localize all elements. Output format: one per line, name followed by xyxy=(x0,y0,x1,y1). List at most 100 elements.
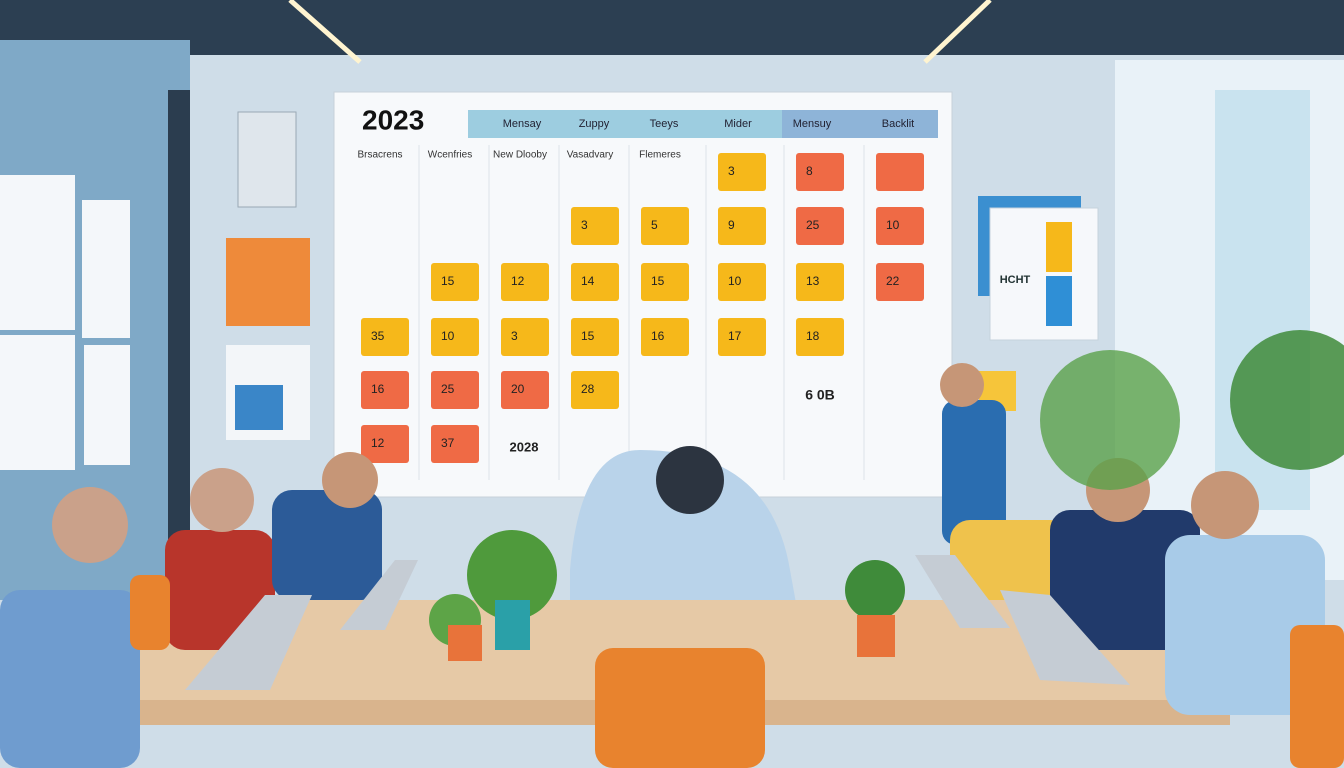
column-label: Vasadvary xyxy=(567,150,614,161)
sticky-note xyxy=(718,207,766,245)
sticky-note xyxy=(571,371,619,409)
sticky-note-label: 20 xyxy=(511,382,525,396)
plant xyxy=(845,560,905,620)
person-head xyxy=(190,468,254,532)
person-head xyxy=(1191,471,1259,539)
wall-chart xyxy=(0,335,75,470)
sticky-note-label: 14 xyxy=(581,274,595,288)
person-head xyxy=(322,452,378,508)
column-label: Flemeres xyxy=(639,150,681,161)
person-head xyxy=(940,363,984,407)
person xyxy=(950,520,1070,600)
sticky-note xyxy=(431,263,479,301)
sticky-note-label: 12 xyxy=(371,436,385,450)
sticky-note xyxy=(501,318,549,356)
laptop xyxy=(915,555,1010,628)
person xyxy=(0,590,140,768)
orange-poster xyxy=(226,238,310,326)
poster-title: HCHT xyxy=(1000,274,1031,286)
sticky-note-label: 5 xyxy=(651,218,658,232)
sticky-note xyxy=(718,153,766,191)
sticky-note xyxy=(571,318,619,356)
laptop xyxy=(340,560,418,630)
sticky-note-label: 3 xyxy=(728,164,735,178)
sticky-note-label: 3 xyxy=(511,329,518,343)
sticky-note xyxy=(796,207,844,245)
sticky-note-label: 3 xyxy=(581,218,588,232)
person-head xyxy=(52,487,128,563)
sticky-note-label: 25 xyxy=(441,382,455,396)
chair xyxy=(1290,625,1344,768)
calendar-poster xyxy=(989,207,1099,341)
day-header: Mider xyxy=(724,118,752,130)
person xyxy=(1050,510,1200,650)
sticky-note-label: 8 xyxy=(806,164,813,178)
day-header: Backlit xyxy=(882,118,914,130)
column-label: New Dlooby xyxy=(493,150,547,161)
sticky-note xyxy=(641,263,689,301)
sticky-note-label: 18 xyxy=(806,329,820,343)
plant-pot xyxy=(495,600,530,650)
sticky-note xyxy=(876,153,924,191)
sticky-note-label: 15 xyxy=(651,274,665,288)
sticky-note-label: 16 xyxy=(371,382,385,396)
person-head xyxy=(656,446,724,514)
calendar-grid: Mensay Zuppy Teeys Mider Mensuy Backlit Brsacr… xyxy=(357,118,924,480)
plant-pot xyxy=(448,625,482,661)
wall-chart xyxy=(82,200,130,338)
sticky-note-label: 15 xyxy=(581,329,595,343)
wall-chart xyxy=(84,345,130,465)
sticky-note xyxy=(361,318,409,356)
sticky-note-label: 25 xyxy=(806,218,820,232)
sticky-note xyxy=(501,263,549,301)
air-vent xyxy=(237,111,297,208)
sticky-note xyxy=(501,371,549,409)
person xyxy=(272,490,382,600)
sticky-note xyxy=(641,318,689,356)
sticky-note xyxy=(431,371,479,409)
wall-chart xyxy=(0,175,75,330)
sticky-note xyxy=(718,263,766,301)
sticky-note-label: 10 xyxy=(441,329,455,343)
calendar-year: 2023 xyxy=(362,104,424,135)
calendar-note: 2028 xyxy=(510,439,539,454)
sticky-note-label: 15 xyxy=(441,274,455,288)
column-label: Wcenfries xyxy=(428,150,472,161)
sticky-note xyxy=(876,263,924,301)
sticky-note-label: 16 xyxy=(651,329,665,343)
column-label: Brsacrens xyxy=(357,150,402,161)
sticky-note xyxy=(796,263,844,301)
plant xyxy=(1230,330,1344,470)
sticky-note xyxy=(718,318,766,356)
sticky-note-label: 9 xyxy=(728,218,735,232)
sticky-note xyxy=(796,153,844,191)
person xyxy=(1165,535,1325,715)
glass-frame xyxy=(168,90,190,600)
sticky-note-label: 10 xyxy=(886,218,900,232)
plant-pot xyxy=(857,615,895,657)
sticky-note xyxy=(641,207,689,245)
poster-block xyxy=(1046,276,1072,326)
ceiling-light xyxy=(923,0,992,64)
plant xyxy=(1040,350,1180,490)
day-header: Mensay xyxy=(503,118,542,130)
poster-block xyxy=(1046,222,1072,272)
sticky-note-label: 13 xyxy=(806,274,820,288)
sticky-note xyxy=(876,207,924,245)
sticky-note xyxy=(796,318,844,356)
laptop xyxy=(1000,590,1130,685)
sticky-note xyxy=(431,425,479,463)
calendar-header-bar xyxy=(782,110,938,138)
sticky-note xyxy=(431,318,479,356)
sticky-note xyxy=(361,425,409,463)
sticky-note-label: 10 xyxy=(728,274,742,288)
sticky-note-label: 28 xyxy=(581,382,595,396)
chair xyxy=(595,648,765,768)
ceiling xyxy=(0,0,1344,55)
sticky-note xyxy=(571,263,619,301)
sticky-note-label: 22 xyxy=(886,274,900,288)
graph xyxy=(235,385,283,430)
sticky-note-label: 12 xyxy=(511,274,525,288)
